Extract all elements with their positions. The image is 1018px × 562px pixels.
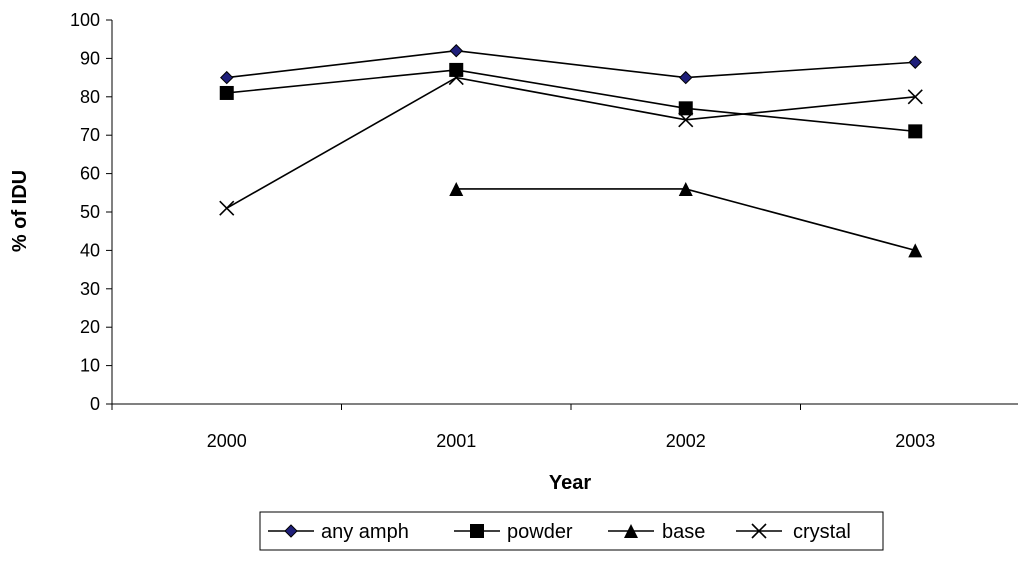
y-axis: 0 10 20 30 40 50 60 70 80 90 100 xyxy=(70,10,113,414)
series-crystal xyxy=(219,70,923,216)
marker-stroke xyxy=(907,89,923,105)
legend-label: powder xyxy=(507,521,573,543)
legend-marker xyxy=(470,524,484,538)
marker-stroke xyxy=(751,523,767,539)
data-point xyxy=(219,85,234,100)
series-line xyxy=(456,188,916,252)
data-point xyxy=(908,243,923,258)
data-point xyxy=(220,70,234,85)
x-axis: 2000 2001 2002 2003 xyxy=(111,403,1018,451)
legend-item-powder: powder xyxy=(454,521,573,543)
series-powder xyxy=(219,62,923,139)
data-point xyxy=(448,70,464,86)
series-base xyxy=(449,181,923,258)
series-any-amph xyxy=(220,44,922,85)
data-point xyxy=(219,200,235,216)
legend-item-base: base xyxy=(608,521,705,543)
y-tick-label: 70 xyxy=(80,125,100,145)
legend-label: base xyxy=(662,521,705,543)
y-axis-title: % of IDU xyxy=(9,170,31,252)
data-point xyxy=(678,181,693,196)
data-point xyxy=(449,44,463,58)
data-point xyxy=(679,70,693,85)
y-tick-label: 90 xyxy=(80,48,100,68)
legend-marker xyxy=(284,524,298,538)
data-point xyxy=(908,124,923,139)
y-tick-label: 100 xyxy=(70,10,100,30)
y-tick-label: 80 xyxy=(80,87,100,107)
series-line xyxy=(226,49,916,79)
data-point xyxy=(678,101,693,116)
legend-marker xyxy=(624,524,638,538)
marker-stroke xyxy=(678,112,694,128)
y-tick-label: 50 xyxy=(80,202,100,222)
data-point xyxy=(449,181,464,196)
data-point xyxy=(907,89,923,105)
legend-label: crystal xyxy=(793,521,851,543)
y-tick-label: 10 xyxy=(80,356,100,376)
y-tick-label: 20 xyxy=(80,317,100,337)
x-tick-label: 2002 xyxy=(666,431,706,451)
legend-label: any amph xyxy=(321,521,409,543)
y-tick-label: 40 xyxy=(80,240,100,260)
x-tick-label: 2000 xyxy=(207,431,247,451)
series-line xyxy=(226,69,916,133)
x-tick-label: 2003 xyxy=(895,431,935,451)
legend-item-any-amph: any amph xyxy=(268,521,409,543)
y-tick-label: 60 xyxy=(80,164,100,184)
data-point xyxy=(678,112,694,128)
data-point xyxy=(908,55,922,69)
marker-stroke xyxy=(219,200,235,216)
x-tick-label: 2001 xyxy=(436,431,476,451)
legend-marker xyxy=(751,523,767,539)
x-axis-title: Year xyxy=(549,472,591,494)
series-line xyxy=(226,76,916,209)
legend-item-crystal: crystal xyxy=(736,521,851,543)
y-tick-label: 30 xyxy=(80,279,100,299)
marker-stroke xyxy=(448,70,464,86)
legend: any amph powder base crystal xyxy=(259,511,884,551)
data-point xyxy=(449,62,464,77)
y-tick-label: 0 xyxy=(90,394,100,414)
series-group xyxy=(219,44,923,258)
